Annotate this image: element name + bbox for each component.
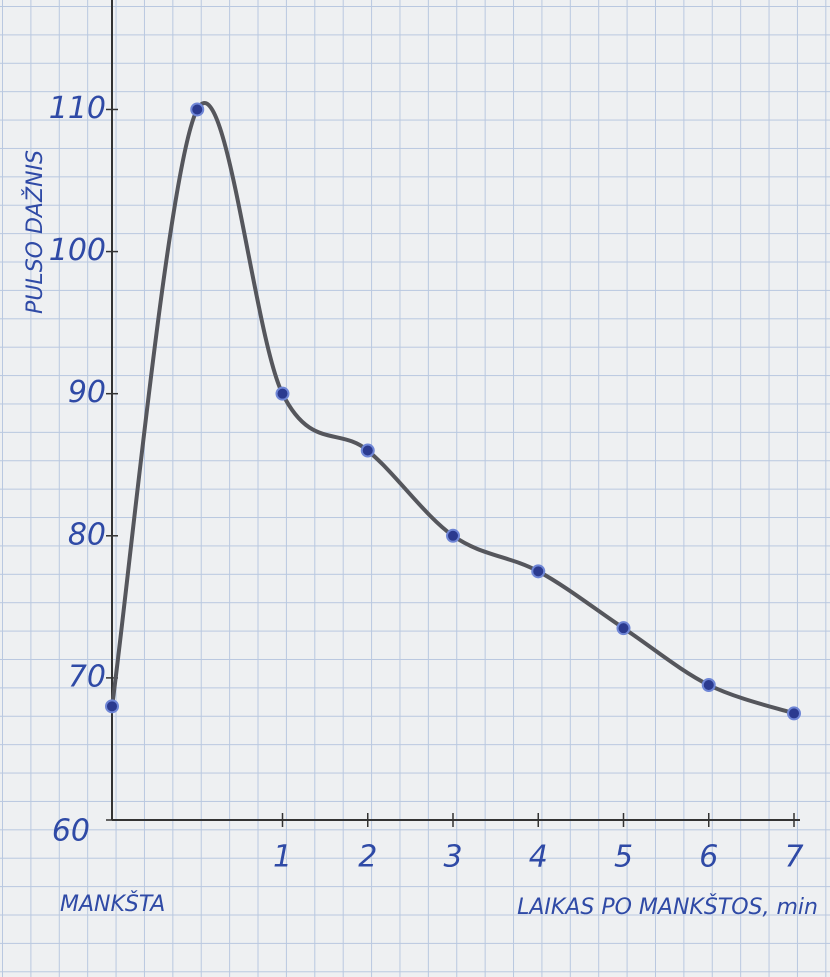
y-tick-label: 80 [68, 517, 106, 552]
line [110, 101, 795, 716]
point [616, 621, 631, 636]
y-tick-label: 110 [49, 91, 106, 126]
x-tick-label: 3 [443, 840, 462, 875]
point [531, 564, 546, 579]
point [446, 528, 460, 543]
point [787, 706, 801, 721]
x-tick-label: 7 [784, 840, 803, 875]
y-tick-label: 90 [68, 375, 106, 410]
y-tick-label: 100 [49, 233, 106, 268]
point [105, 699, 119, 714]
y-tick-label: 60 [52, 814, 90, 849]
x-tick-label: 2 [358, 840, 377, 875]
x-tick-label: 6 [699, 840, 718, 875]
point [360, 443, 375, 458]
x-axis-label: LAIKAS PO MANKŠTOS, min [517, 894, 818, 920]
annotation: MANKŠTA [60, 891, 165, 917]
y-axis-label: PULSO DAŽNIS [22, 150, 48, 314]
x-tick-label: 4 [529, 840, 548, 875]
point [701, 678, 716, 692]
x-tick-label: 1 [273, 840, 292, 875]
x-tick-label: 5 [614, 840, 633, 875]
point [190, 102, 205, 117]
y-tick-label: 70 [68, 659, 106, 694]
point [275, 386, 290, 401]
